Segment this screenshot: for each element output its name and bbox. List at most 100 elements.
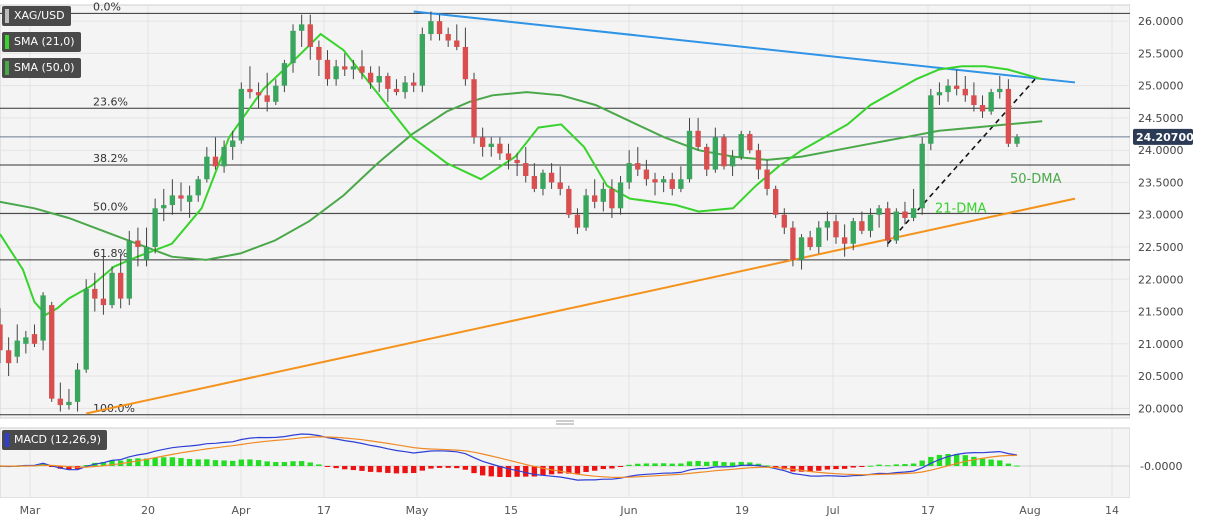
candle bbox=[652, 172, 658, 196]
macd-histogram-bar bbox=[186, 458, 193, 466]
macd-histogram-bar bbox=[652, 463, 658, 466]
candle bbox=[0, 308, 3, 364]
macd-histogram-bar bbox=[583, 466, 589, 472]
macd-histogram-bar bbox=[523, 466, 529, 477]
candle bbox=[359, 50, 365, 80]
macd-histogram-bar bbox=[893, 464, 900, 466]
fib-level-label: 61.8% bbox=[93, 247, 128, 260]
macd-histogram-bar bbox=[609, 466, 615, 469]
legend-macd[interactable]: MACD (12,26,9) bbox=[2, 430, 108, 450]
candle bbox=[376, 66, 382, 93]
candle bbox=[557, 166, 563, 196]
macd-histogram-bar bbox=[255, 460, 262, 466]
macd-histogram-bar bbox=[445, 466, 451, 468]
candle bbox=[74, 363, 81, 412]
macd-histogram-bar bbox=[833, 466, 839, 470]
y-tick-label: 24.5000 bbox=[1138, 112, 1184, 125]
macd-histogram-bar bbox=[393, 466, 400, 474]
candle bbox=[919, 137, 925, 215]
candle bbox=[833, 214, 839, 244]
candle-body bbox=[109, 272, 115, 306]
candle-body bbox=[609, 188, 615, 209]
candle-body bbox=[428, 21, 434, 35]
candle-body bbox=[876, 208, 882, 215]
macd-histogram-bar bbox=[738, 461, 744, 466]
macd-histogram-bar bbox=[204, 459, 210, 466]
macd-histogram-bar bbox=[1005, 463, 1012, 466]
candle-body bbox=[290, 30, 296, 64]
candle-body bbox=[402, 82, 408, 93]
fib-level-label: 50.0% bbox=[93, 200, 128, 213]
candle-body bbox=[169, 195, 176, 206]
candle-body bbox=[548, 172, 555, 183]
macd-histogram-bar bbox=[135, 458, 141, 466]
candle bbox=[678, 166, 684, 193]
candle-body bbox=[385, 75, 391, 89]
y-tick-label: 21.0000 bbox=[1138, 338, 1184, 351]
macd-histogram-bar bbox=[729, 462, 736, 466]
candle-body bbox=[669, 179, 675, 189]
candle-body bbox=[988, 92, 994, 112]
y-axis-strip bbox=[1130, 0, 1207, 521]
candle-body bbox=[910, 208, 917, 218]
candle-body bbox=[747, 134, 753, 151]
x-tick-label: 14 bbox=[1105, 504, 1119, 517]
macd-histogram-bar bbox=[936, 454, 943, 466]
candle-body bbox=[652, 179, 658, 183]
candle bbox=[867, 208, 874, 238]
candle bbox=[755, 143, 762, 180]
macd-histogram-bar bbox=[755, 463, 762, 466]
macd-histogram-bar bbox=[704, 461, 710, 466]
fib-level-label: 23.6% bbox=[93, 95, 128, 108]
candle bbox=[807, 230, 813, 251]
candle bbox=[385, 72, 391, 102]
candle-body bbox=[626, 163, 632, 183]
legend-symbol[interactable]: XAG/USD bbox=[2, 6, 71, 26]
legend-sma21[interactable]: SMA (21,0) bbox=[2, 32, 81, 52]
candle bbox=[445, 27, 451, 47]
candle bbox=[462, 27, 469, 86]
candle-body bbox=[23, 337, 29, 344]
candle-body bbox=[704, 146, 710, 170]
candle-body bbox=[247, 88, 253, 93]
candle bbox=[910, 188, 917, 222]
candle-body bbox=[592, 195, 598, 202]
macd-histogram-bar bbox=[66, 466, 72, 470]
legend-sma50[interactable]: SMA (50,0) bbox=[2, 58, 81, 78]
candle-body bbox=[359, 66, 365, 73]
candle bbox=[574, 208, 581, 235]
candle-body bbox=[841, 237, 848, 244]
candle-body bbox=[764, 169, 770, 189]
macd-histogram-bar bbox=[57, 466, 64, 469]
candle bbox=[117, 253, 124, 309]
y-tick-label: 22.0000 bbox=[1138, 273, 1184, 286]
candle bbox=[298, 14, 305, 47]
candle-body bbox=[953, 85, 960, 89]
macd-histogram-bar bbox=[385, 466, 391, 473]
macd-histogram-bar bbox=[540, 466, 546, 476]
candle-body bbox=[790, 227, 796, 260]
candle-body bbox=[152, 208, 158, 247]
candle-body bbox=[523, 163, 529, 177]
dma50-annotation: 50-DMA bbox=[1010, 172, 1061, 187]
candle-body bbox=[40, 295, 46, 341]
candle-body bbox=[57, 398, 64, 406]
candle bbox=[643, 159, 650, 186]
macd-histogram-bar bbox=[721, 462, 727, 466]
candle bbox=[402, 75, 408, 99]
sma50-swatch bbox=[5, 61, 9, 75]
macd-histogram-bar bbox=[488, 466, 494, 477]
candle-body bbox=[997, 88, 1003, 93]
candle-body bbox=[479, 137, 486, 147]
macd-histogram-bar bbox=[178, 458, 184, 466]
macd-histogram-bar bbox=[592, 466, 598, 471]
macd-histogram-bar bbox=[859, 466, 865, 467]
candle-body bbox=[643, 169, 650, 180]
candle bbox=[497, 137, 503, 160]
macd-histogram-bar bbox=[953, 454, 960, 466]
candle bbox=[885, 201, 891, 247]
macd-histogram-bar bbox=[100, 462, 107, 466]
macd-histogram-bar bbox=[281, 462, 288, 466]
candle bbox=[264, 72, 270, 112]
candle-body bbox=[333, 66, 339, 80]
